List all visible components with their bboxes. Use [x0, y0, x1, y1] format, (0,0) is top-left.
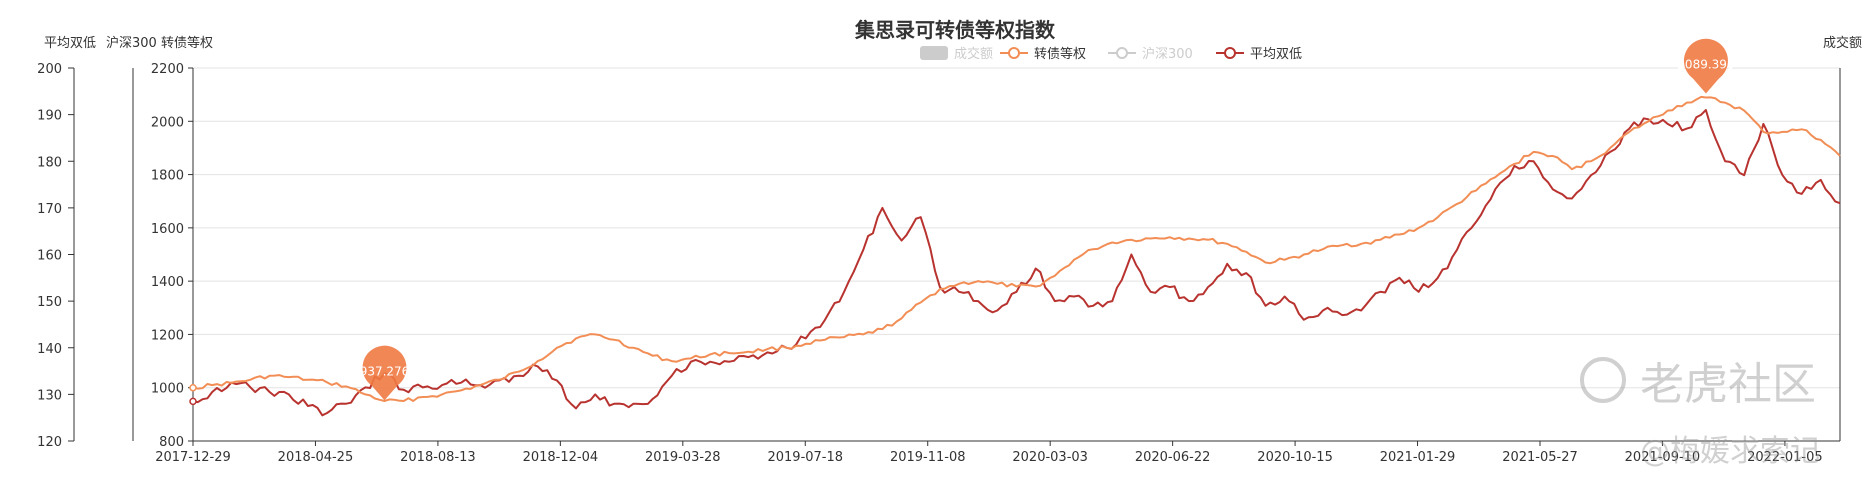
inner-tick-label-1000: 1000: [151, 382, 184, 397]
axes: 800 1000 1200 1400 1600 1800 2000 2200 120 130 140…: [37, 62, 1841, 465]
legend-swatch-dot-2: [1116, 47, 1128, 59]
outer-tick-label-200: 200: [37, 62, 62, 77]
legend-label-2: 沪深300: [1142, 46, 1193, 62]
legend-item-0[interactable]: 成交额: [920, 46, 993, 62]
x-tick-label-12: 2021-09-10: [1625, 450, 1701, 465]
series-start-point-avg-double-low: [189, 397, 197, 406]
axis-name-right: 成交额: [1823, 35, 1862, 51]
marker-layer: 2089.398 937.276: [360, 38, 1735, 401]
marker-label-max: 2089.398: [1677, 57, 1734, 71]
chart-title: 集思录可转债等权指数: [854, 18, 1056, 42]
x-tick-label-2: 2018-08-13: [400, 450, 476, 465]
marker-label-min: 937.276: [360, 364, 410, 378]
x-tick-label-8: 2020-06-22: [1135, 450, 1211, 465]
x-tick-label-0: 2017-12-29: [155, 450, 231, 465]
series-line-avg-double-low: [192, 109, 1841, 417]
inner-tick-label-1200: 1200: [151, 328, 184, 343]
x-tick-label-9: 2020-10-15: [1257, 450, 1333, 465]
x-tick-label-3: 2018-12-04: [523, 450, 599, 465]
axis-name-left-inner: 沪深300 转债等权: [106, 35, 213, 51]
x-tick-label-4: 2019-03-28: [645, 450, 721, 465]
x-tick-label-13: 2022-01-05: [1747, 450, 1823, 465]
x-tick-label-6: 2019-11-08: [890, 450, 966, 465]
inner-tick-label-2000: 2000: [151, 115, 184, 130]
axis-name-left-outer: 平均双低: [44, 36, 96, 51]
watermark-icon: [1580, 357, 1626, 403]
outer-tick-label-180: 180: [37, 155, 62, 170]
inner-tick-label-1400: 1400: [151, 275, 184, 290]
marker-pin-min: 937.276: [360, 345, 410, 401]
legend-item-2[interactable]: 沪深300: [1108, 46, 1193, 62]
legend-item-3[interactable]: 平均双低: [1216, 47, 1302, 62]
legend[interactable]: 成交额 转债等权 沪深300 平均双低: [920, 46, 1302, 62]
series-layer: [189, 95, 1841, 417]
marker-pin-max: 2089.398: [1677, 38, 1735, 94]
legend-item-1[interactable]: 转债等权: [1000, 46, 1086, 62]
legend-label-1: 转债等权: [1034, 46, 1086, 62]
watermark-logo-text: 老虎社区: [1640, 359, 1816, 410]
legend-label-3: 平均双低: [1250, 47, 1302, 62]
legend-label-0: 成交额: [954, 46, 993, 62]
outer-tick-label-150: 150: [37, 295, 62, 310]
outer-tick-label-190: 190: [37, 109, 62, 124]
watermark-logo: 老虎社区: [1580, 348, 1816, 412]
inner-tick-label-1800: 1800: [151, 169, 184, 184]
inner-tick-label-800: 800: [159, 435, 184, 450]
outer-tick-label-130: 130: [37, 388, 62, 403]
series-start-point-equal-weight: [189, 383, 197, 392]
x-tick-label-5: 2019-07-18: [767, 450, 843, 465]
legend-swatch-dot-3: [1224, 47, 1236, 59]
outer-tick-label-120: 120: [37, 435, 62, 450]
series-line-equal-weight: [192, 95, 1841, 402]
marker-shape-min: [362, 345, 407, 401]
legend-swatch-0: [920, 46, 948, 60]
outer-tick-label-170: 170: [37, 202, 62, 217]
marker-shape-max: [1683, 38, 1728, 94]
x-tick-label-7: 2020-03-03: [1012, 450, 1088, 465]
x-tick-label-10: 2021-01-29: [1380, 450, 1456, 465]
outer-tick-label-140: 140: [37, 342, 62, 357]
watermark-credit: @梅媛求索记: [1640, 434, 1820, 469]
x-tick-label-11: 2021-05-27: [1502, 450, 1578, 465]
legend-swatch-dot-1: [1008, 47, 1020, 59]
outer-tick-label-160: 160: [37, 249, 62, 264]
x-tick-label-1: 2018-04-25: [278, 450, 354, 465]
inner-tick-label-1600: 1600: [151, 222, 184, 237]
inner-tick-label-2200: 2200: [151, 62, 184, 77]
